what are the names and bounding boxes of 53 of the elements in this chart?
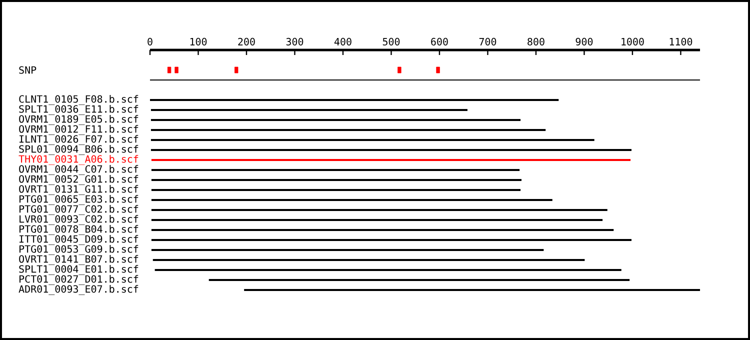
x-tick-label: 400: [334, 38, 352, 46]
bar: [151, 169, 520, 172]
bar: [151, 179, 522, 182]
y-tick-label: CLNT1_0105_F08.b.scf: [19, 95, 138, 105]
y-tick-label: OVRM1_0044_C07.b.scf: [19, 165, 138, 175]
bar: [150, 149, 632, 152]
bar: [151, 199, 552, 202]
x-tick-label: 900: [576, 38, 593, 46]
bar: [151, 159, 631, 162]
bar: [244, 289, 700, 292]
y-tick-label: SPL01_0094_B06.b.scf: [19, 145, 138, 155]
y-tick-label: LVR01_0093_C02.b.scf: [20, 215, 138, 225]
bar: [150, 119, 521, 122]
y-tick-label: SPLT1_0004_E01.b.scf: [19, 265, 138, 275]
y-tick-label: ADR01_0093_E07.b.scf: [18, 285, 138, 295]
y-tick-label: OVRM1_0052_G01.b.scf: [19, 175, 138, 185]
y-tick-label: SPLT1_0036_E11.b.scf: [19, 105, 138, 115]
y-tick-label: OVRM1_0012_F11.b.scf: [19, 125, 138, 135]
bar: [151, 209, 608, 212]
bar: [151, 249, 544, 252]
bar: [151, 189, 521, 192]
x-tick-label: 1100: [670, 38, 692, 46]
y-tick-label: PTG01_0053_G09.b.scf: [20, 245, 138, 255]
y-tick-label: PCT01_0027_D01.b.scf: [20, 275, 138, 285]
bar: [150, 99, 559, 102]
bar: [150, 109, 468, 112]
bar: [151, 219, 603, 222]
y-tick-label: PTG01_0078_B04.b.scf: [20, 225, 138, 235]
y-tick-label: PTG01_0077_C02.b.scf: [20, 205, 138, 215]
y-tick-label: ITT01_0045_D09.b.scf: [20, 235, 138, 245]
bar: [152, 259, 585, 262]
y-tick-label: OVRT1_0141_B07.b.scf: [19, 255, 138, 265]
y-tick-label: ILNT1_0026_F07.b.scf: [20, 135, 138, 145]
x-tick-label: 500: [382, 38, 400, 46]
x-tick-label: 600: [431, 38, 448, 46]
y-tick-label: PTG01_0065_E03.b.scf: [20, 195, 138, 205]
y-tick-label: THY01_0031_A06.b.scf: [18, 155, 138, 165]
x-tick-label: 800: [528, 38, 544, 46]
x-tick-label: 1000: [622, 38, 644, 46]
y-tick-label: SNP: [19, 66, 36, 74]
x-tick-label: 200: [238, 38, 255, 46]
x-tick-label: 700: [479, 38, 496, 46]
y-tick-label: OVRM1_0189_E05.b.scf: [19, 115, 138, 125]
y-tick-label: OVRT1_0131_G11.b.scf: [19, 185, 138, 195]
bar: [154, 269, 622, 272]
bar: [150, 129, 546, 132]
x-tick-label: 300: [286, 38, 304, 46]
bar: [151, 239, 632, 242]
bar: [151, 229, 614, 232]
bar: [208, 279, 630, 282]
bar: [150, 139, 594, 142]
x-tick-label: 0: [148, 38, 152, 46]
x-tick-label: 100: [190, 38, 207, 46]
